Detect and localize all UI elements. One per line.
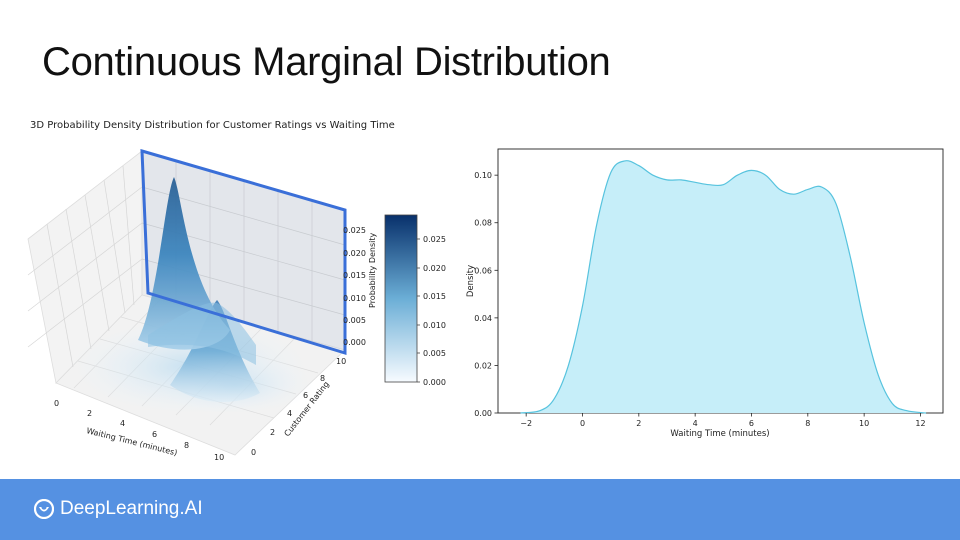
x-tick-label: −2 — [520, 419, 532, 428]
x-tick-label: 0 — [580, 419, 585, 428]
y-tick-label: 0.06 — [474, 266, 492, 275]
slice-plane — [140, 148, 347, 356]
y-axis-ticks: 0.00 0.02 0.04 0.06 0.08 0.10 — [474, 171, 498, 418]
x-tick-label: 6 — [152, 430, 157, 439]
colorbar-tick-label: 0.015 — [423, 292, 446, 301]
y-tick-label: 0.10 — [474, 171, 492, 180]
y-tick-label: 10 — [336, 357, 346, 366]
deeplearning-ai-logo-icon — [34, 499, 54, 519]
colorbar-ticks — [417, 238, 420, 383]
colorbar-tick-label: 0.005 — [423, 349, 446, 358]
colorbar-tick-label: 0.010 — [423, 321, 446, 330]
x-tick-label: 4 — [120, 419, 125, 428]
z-tick-label: 0.015 — [343, 271, 366, 280]
y-tick-label: 6 — [303, 391, 308, 400]
slide-title: Continuous Marginal Distribution — [42, 40, 611, 84]
left-grid — [27, 165, 143, 368]
z-tick-label: 0.010 — [343, 294, 366, 303]
x-axis-ticks: −2 0 2 4 6 8 10 12 — [520, 413, 926, 428]
x-axis-label: Waiting Time (minutes) — [670, 429, 769, 439]
colorbar-tick-label: 0.025 — [423, 235, 446, 244]
y-tick-label: 0.02 — [474, 361, 492, 370]
y-tick-label: 0.04 — [474, 314, 492, 323]
x-axis-label: Waiting Time (minutes) — [86, 426, 179, 457]
y-tick-label: 2 — [270, 428, 275, 437]
x-tick-label: 10 — [214, 453, 224, 462]
z-tick-label: 0.025 — [343, 226, 366, 235]
x-tick-label: 2 — [87, 409, 92, 418]
x-tick-label: 6 — [749, 419, 754, 428]
surface-3d-chart: 0 2 4 6 8 10 Waiting Time (minutes) 0 2 … — [27, 148, 446, 462]
x-tick-label: 2 — [636, 419, 641, 428]
y-tick-label: 8 — [320, 374, 325, 383]
density-line — [520, 160, 927, 414]
x-tick-label: 0 — [54, 399, 59, 408]
z-tick-label: 0.020 — [343, 249, 366, 258]
colorbar-tick-label: 0.020 — [423, 264, 446, 273]
colorbar-tick-label: 0.000 — [423, 378, 446, 387]
x-tick-label: 8 — [184, 441, 189, 450]
z-tick-label: 0.005 — [343, 316, 366, 325]
footer-bar: DeepLearning.AI — [0, 479, 960, 540]
x-tick-label: 10 — [859, 419, 869, 428]
x-tick-label: 12 — [915, 419, 925, 428]
brand-name: DeepLearning.AI — [60, 498, 203, 519]
y-tick-label: 4 — [287, 409, 292, 418]
brand[interactable]: DeepLearning.AI — [34, 498, 203, 520]
surface-chart-title: 3D Probability Density Distribution for … — [30, 120, 395, 131]
y-tick-label: 0.00 — [474, 409, 492, 418]
y-axis-ticks: 0 2 4 6 8 10 — [251, 357, 346, 457]
surface-secondary-peak — [170, 300, 260, 403]
z-axis-label: Probability Density — [368, 232, 377, 308]
x-tick-label: 8 — [805, 419, 810, 428]
colorbar — [384, 214, 418, 383]
z-axis-ticks: 0.000 0.005 0.010 0.015 0.020 0.025 — [343, 226, 366, 347]
y-tick-label: 0.08 — [474, 219, 492, 228]
z-tick-label: 0.000 — [343, 338, 366, 347]
y-tick-label: 0 — [251, 448, 256, 457]
kde-area-chart: −2 0 2 4 6 8 10 12 0.00 0.02 0.04 0.06 0.08 0.10 Wai… — [466, 148, 944, 439]
density-area — [520, 160, 927, 413]
x-tick-label: 4 — [693, 419, 698, 428]
x-axis-ticks: 0 2 4 6 8 10 — [54, 399, 224, 462]
y-axis-label: Density — [466, 265, 476, 297]
